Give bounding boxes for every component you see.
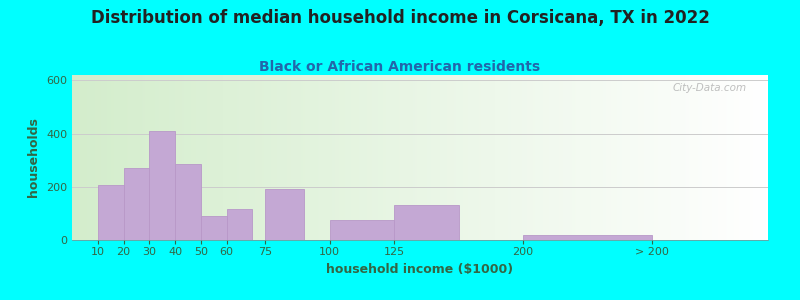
- Bar: [330, 220, 394, 240]
- Bar: [175, 164, 201, 240]
- Text: Distribution of median household income in Corsicana, TX in 2022: Distribution of median household income …: [90, 9, 710, 27]
- Bar: [150, 131, 175, 240]
- Bar: [523, 235, 652, 240]
- Bar: [123, 168, 150, 240]
- Text: Black or African American residents: Black or African American residents: [259, 60, 541, 74]
- Y-axis label: households: households: [27, 118, 41, 197]
- Text: City-Data.com: City-Data.com: [673, 83, 747, 93]
- Bar: [394, 205, 458, 240]
- Bar: [226, 209, 253, 240]
- Bar: [98, 185, 123, 240]
- Bar: [266, 189, 304, 240]
- Bar: [201, 216, 226, 240]
- X-axis label: household income ($1000): household income ($1000): [326, 262, 514, 275]
